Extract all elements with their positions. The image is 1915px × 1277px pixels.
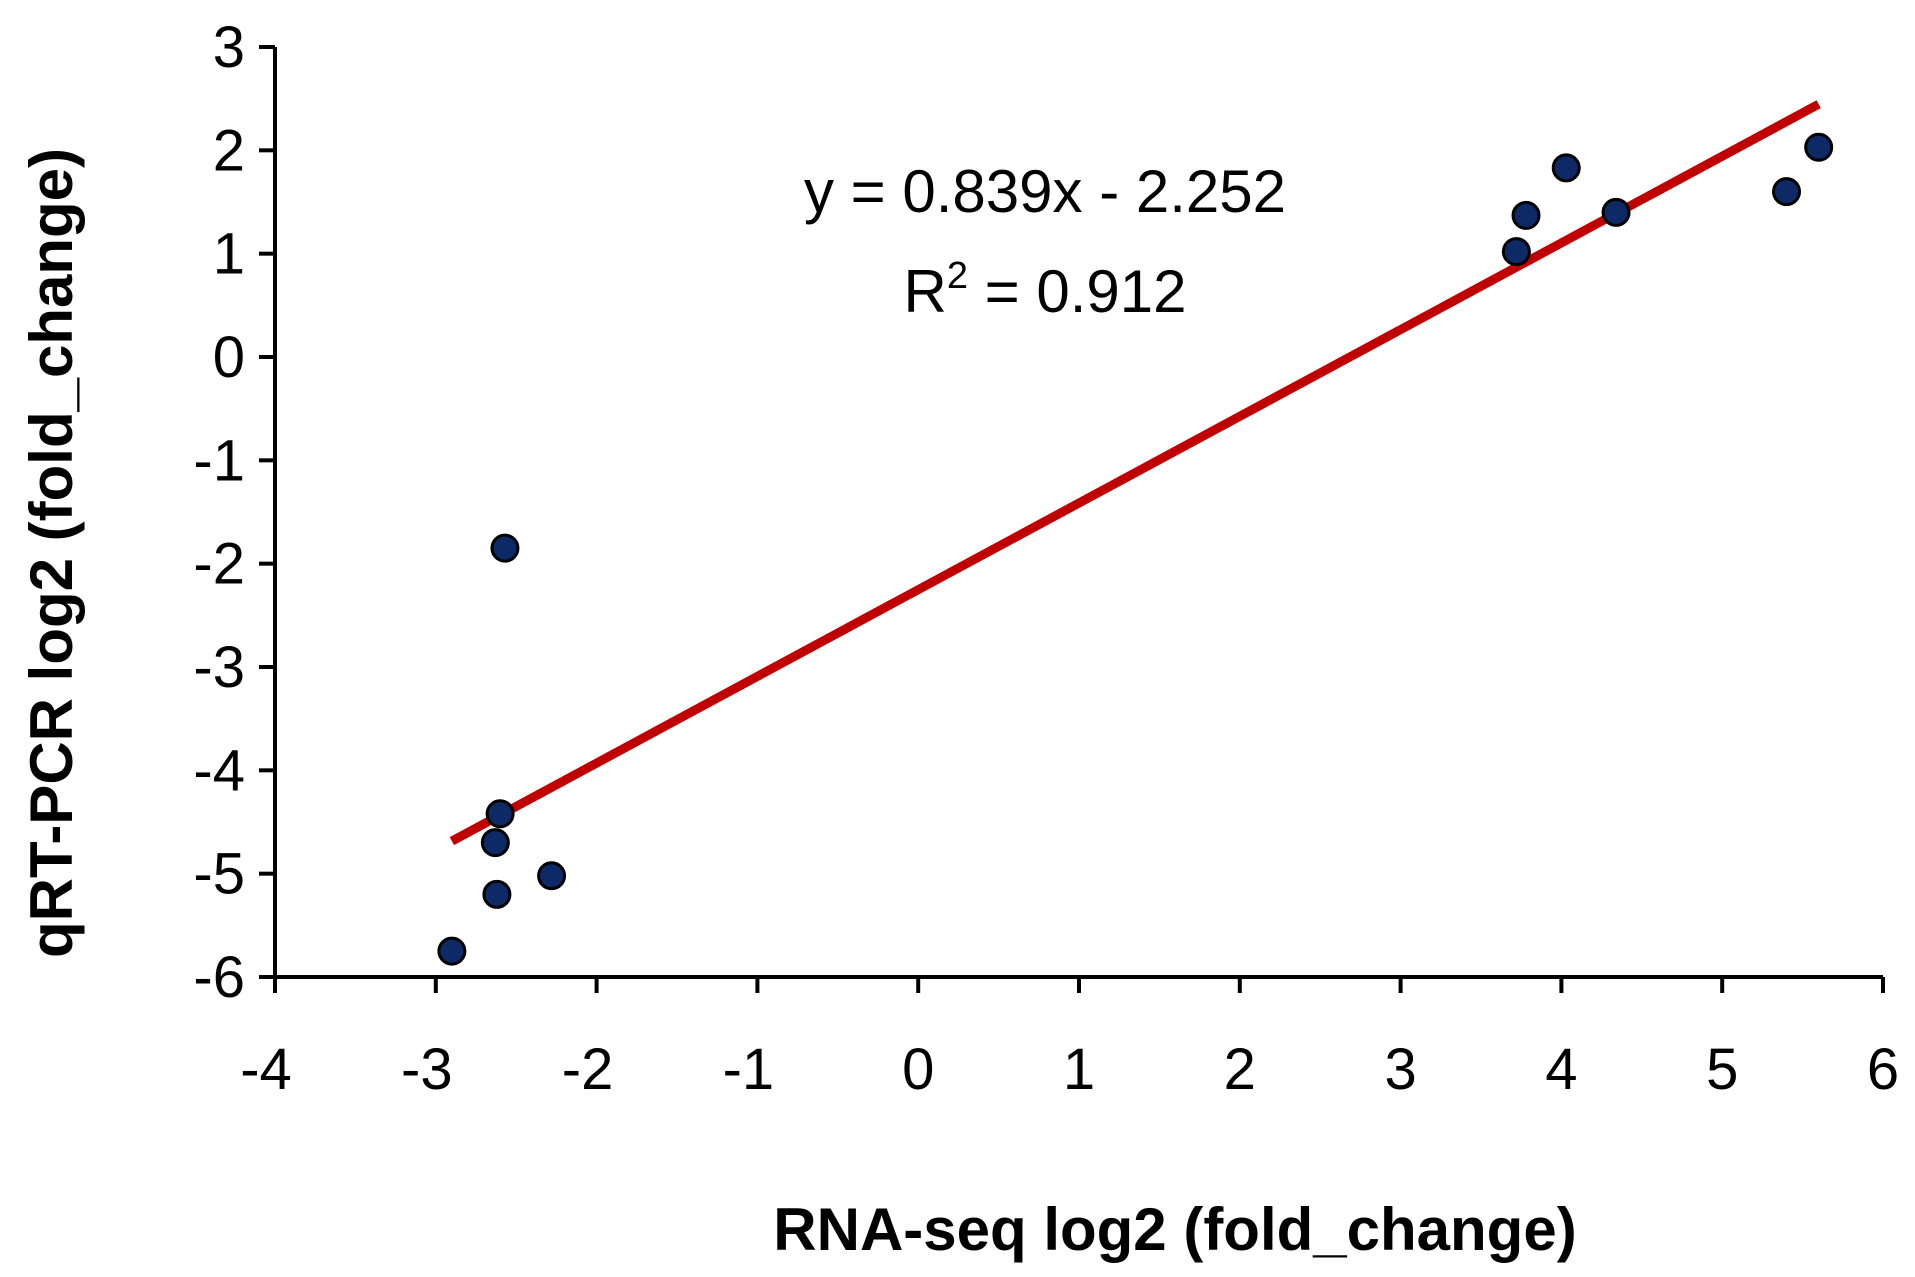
data-point	[1601, 197, 1631, 227]
x-tick-label: 3	[1384, 1037, 1416, 1102]
x-tick-label: 6	[1867, 1037, 1899, 1102]
axes: -4 -3 -2 -1 0 1 2 3 4 5 6 3 2 1 0 -1 -2 -3 -4 -5 -6	[193, 15, 1899, 1102]
data-point	[482, 879, 512, 909]
y-tick-label: -3	[193, 635, 245, 700]
trendline-equation: y = 0.839x - 2.252	[804, 158, 1286, 225]
y-tick-label: -4	[193, 738, 245, 803]
y-tick-label: 0	[213, 325, 245, 390]
data-point	[1511, 200, 1541, 230]
data-point	[1772, 177, 1802, 207]
x-tick-label: -2	[562, 1037, 614, 1102]
r2-superscript: 2	[947, 255, 968, 297]
data-points	[437, 132, 1834, 966]
r2-base: R	[903, 258, 946, 325]
x-tick-label: 2	[1224, 1037, 1256, 1102]
data-point	[490, 533, 520, 563]
data-point	[1804, 132, 1834, 162]
data-point	[1551, 153, 1581, 183]
data-point	[1501, 237, 1531, 267]
trendline-group	[449, 100, 1821, 846]
y-tick-label: 1	[213, 222, 245, 287]
y-tick-label: -5	[193, 842, 245, 907]
y-tick-label: -6	[193, 945, 245, 1010]
x-tick-label: -4	[240, 1037, 292, 1102]
x-tick-label: 5	[1706, 1037, 1738, 1102]
x-axis-title: RNA-seq log2 (fold_change)	[773, 1196, 1576, 1263]
y-tick-label: -1	[193, 428, 245, 493]
data-point	[537, 861, 567, 891]
data-point	[437, 936, 467, 966]
x-tick-label: 1	[1063, 1037, 1095, 1102]
x-tick-label: -3	[401, 1037, 453, 1102]
y-tick-label: 2	[213, 118, 245, 183]
trendline	[449, 100, 1821, 846]
x-tick-label: -1	[723, 1037, 775, 1102]
data-point	[480, 828, 510, 858]
r2-value: = 0.912	[968, 258, 1187, 325]
r-squared-label: R2 = 0.912	[903, 255, 1186, 325]
y-axis-title: qRT-PCR log2 (fold_change)	[18, 148, 85, 958]
x-tick-label: 4	[1545, 1037, 1577, 1102]
y-tick-label: 3	[213, 15, 245, 80]
x-tick-label: 0	[902, 1037, 934, 1102]
y-tick-label: -2	[193, 532, 245, 597]
data-point	[485, 799, 515, 829]
